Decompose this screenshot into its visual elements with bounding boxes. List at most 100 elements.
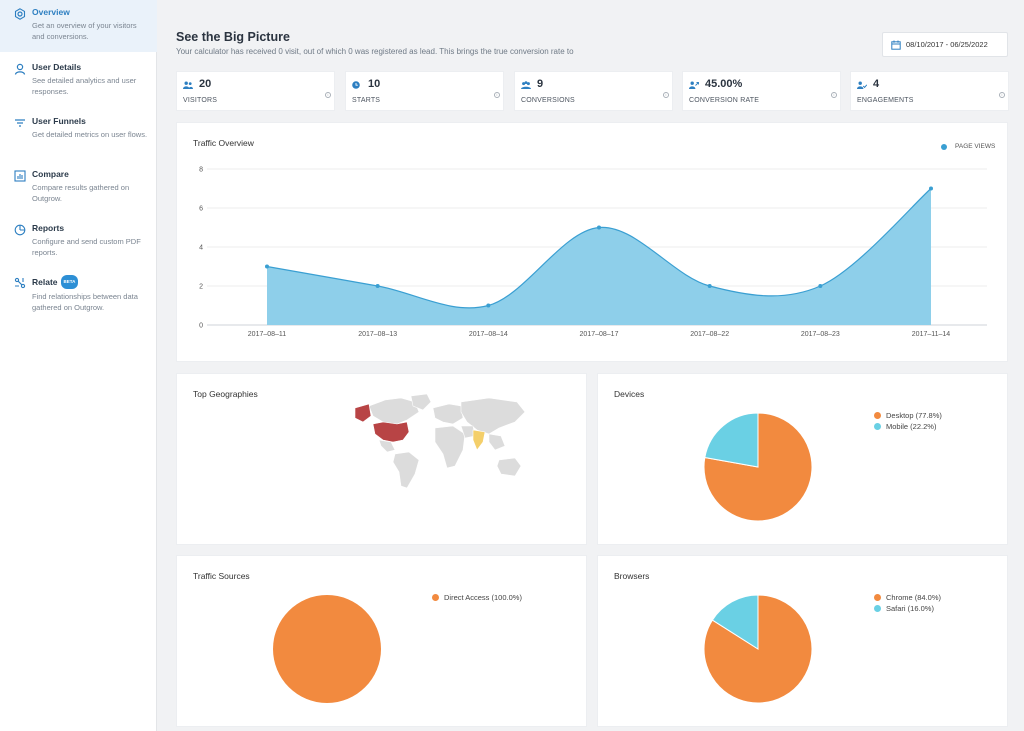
map-region-canada[interactable]	[368, 397, 420, 425]
x-tick-label: 2017–08–11	[248, 331, 287, 338]
stat-value: 10	[368, 78, 381, 90]
legend-label: Chrome (84.0%)	[886, 593, 942, 602]
stat-label: ENGAGEMENTS	[857, 97, 914, 104]
sidebar-item-user-funnels[interactable]: User Funnels Get detailed metrics on use…	[0, 109, 157, 140]
stat-card-starts: 10 STARTS i	[345, 71, 504, 111]
chart-legend: PAGE VIEWS	[941, 141, 995, 152]
browsers-legend: Chrome (84.0%) Safari (16.0%)	[874, 592, 941, 614]
sidebar-item-desc: Get an overview of your visitors and con…	[32, 21, 137, 41]
date-range-picker[interactable]: 08/10/2017 - 06/25/2022	[882, 32, 1008, 57]
info-icon[interactable]: i	[999, 92, 1005, 98]
pie-slice[interactable]	[711, 594, 759, 650]
sidebar-item-user-details[interactable]: User Details See detailed analytics and …	[0, 55, 157, 97]
info-icon[interactable]: i	[325, 92, 331, 98]
legend-label: PAGE VIEWS	[955, 143, 996, 150]
sidebar-item-relate[interactable]: Relate BETA Find relationships between da…	[0, 269, 157, 313]
legend-dot	[874, 412, 881, 419]
user-icon	[14, 63, 26, 75]
panel-title: Top Geographies	[193, 389, 258, 399]
traffic-sources-legend: Direct Access (100.0%)	[432, 592, 522, 603]
legend-item[interactable]: Safari (16.0%)	[874, 603, 941, 614]
sidebar-item-label: Overview	[32, 7, 70, 17]
legend-item[interactable]: Desktop (77.8%)	[874, 410, 942, 421]
devices-legend: Desktop (77.8%) Mobile (22.2%)	[874, 410, 942, 432]
map-region-south-america[interactable]	[392, 451, 420, 489]
legend-item[interactable]: PAGE VIEWS	[941, 141, 995, 152]
map-region-australia[interactable]	[496, 457, 522, 477]
stat-card-conversions: 9 CONVERSIONS i	[514, 71, 673, 111]
x-tick-label: 2017–08–17	[580, 331, 619, 338]
panel-title: Devices	[614, 389, 645, 399]
x-tick-label: 2017–08–14	[469, 331, 508, 338]
sidebar-item-label: User Details	[32, 62, 82, 72]
info-icon[interactable]: i	[831, 92, 837, 98]
data-point[interactable]	[818, 284, 823, 288]
legend-label: Safari (16.0%)	[886, 604, 934, 613]
pie-icon	[14, 224, 26, 236]
legend-label: Desktop (77.8%)	[886, 411, 942, 420]
x-tick-label: 2017–08–13	[358, 331, 397, 338]
page-title: See the Big Picture	[176, 30, 290, 44]
devices-panel: Devices Desktop (77.8%) Mobile (22.2%)	[597, 373, 1008, 545]
map-region-africa[interactable]	[434, 425, 466, 469]
beta-badge: BETA	[60, 275, 79, 289]
relate-icon	[14, 277, 26, 289]
y-tick-label: 6	[199, 206, 203, 213]
sidebar-item-reports[interactable]: Reports Configure and send custom PDF re…	[0, 216, 157, 258]
map-region-asia[interactable]	[460, 397, 526, 435]
info-icon[interactable]: i	[494, 92, 500, 98]
world-map[interactable]	[349, 394, 529, 494]
stat-card-visitors: 20 VISITORS i	[176, 71, 335, 111]
map-region-usa[interactable]	[372, 421, 410, 443]
data-point[interactable]	[707, 284, 712, 288]
legend-dot	[941, 143, 947, 150]
conversion-rate-icon	[689, 81, 699, 89]
data-point[interactable]	[375, 284, 380, 288]
map-region-mexico[interactable]	[378, 439, 396, 453]
map-region-india[interactable]	[472, 429, 486, 451]
data-point[interactable]	[265, 264, 269, 269]
sidebar: Overview Get an overview of your visitor…	[0, 0, 157, 731]
sidebar-item-label-text: Relate	[32, 277, 58, 287]
date-range-text: 08/10/2017 - 06/25/2022	[906, 40, 988, 49]
calendar-icon	[891, 40, 901, 50]
legend-item[interactable]: Mobile (22.2%)	[874, 421, 942, 432]
stat-card-conversion-rate: 45.00% CONVERSION RATE i	[682, 71, 841, 111]
stat-value: 9	[537, 78, 544, 90]
data-point[interactable]	[597, 225, 601, 230]
funnel-icon	[15, 119, 25, 127]
engagements-icon	[857, 81, 867, 89]
sidebar-item-compare[interactable]: Compare Compare results gathered on Outg…	[0, 162, 157, 204]
sidebar-item-label: User Funnels	[32, 116, 86, 126]
panel-title: Traffic Sources	[193, 571, 250, 581]
y-tick-label: 0	[199, 323, 203, 330]
data-point[interactable]	[486, 303, 491, 308]
legend-label: Mobile (22.2%)	[886, 422, 937, 431]
stat-value: 20	[199, 78, 212, 90]
map-region-alaska[interactable]	[354, 403, 372, 423]
browsers-panel: Browsers Chrome (84.0%) Safari (16.0%)	[597, 555, 1008, 727]
stat-card-engagements: 4 ENGAGEMENTS i	[850, 71, 1009, 111]
legend-item[interactable]: Chrome (84.0%)	[874, 592, 941, 603]
pie-slice[interactable]	[273, 595, 381, 703]
data-point[interactable]	[929, 186, 933, 191]
y-tick-label: 8	[199, 167, 203, 174]
legend-item[interactable]: Direct Access (100.0%)	[432, 592, 522, 603]
info-icon[interactable]: i	[663, 92, 669, 98]
sidebar-item-desc: Configure and send custom PDF reports.	[32, 237, 141, 257]
stat-label: STARTS	[352, 97, 381, 104]
traffic-chart: 0 2 4 6 8 2017–08–11 2017–08–13 2017–08–14 2017–…	[199, 167, 987, 338]
conversions-icon	[521, 81, 531, 89]
sidebar-item-label: Relate BETA	[32, 275, 149, 289]
legend-dot	[874, 423, 881, 430]
map-region-greenland[interactable]	[410, 394, 432, 411]
panel-title: Traffic Overview	[193, 138, 254, 148]
pie-slice[interactable]	[704, 412, 759, 468]
y-tick-label: 2	[199, 284, 203, 291]
traffic-sources-panel: Traffic Sources Direct Access (100.0%)	[176, 555, 587, 727]
map-region-southeast-asia[interactable]	[488, 433, 506, 451]
x-tick-label: 2017–08–22	[690, 331, 729, 338]
devices-pie-chart	[703, 412, 813, 522]
map-region-europe[interactable]	[432, 403, 464, 425]
sidebar-item-overview[interactable]: Overview Get an overview of your visitor…	[0, 0, 157, 52]
